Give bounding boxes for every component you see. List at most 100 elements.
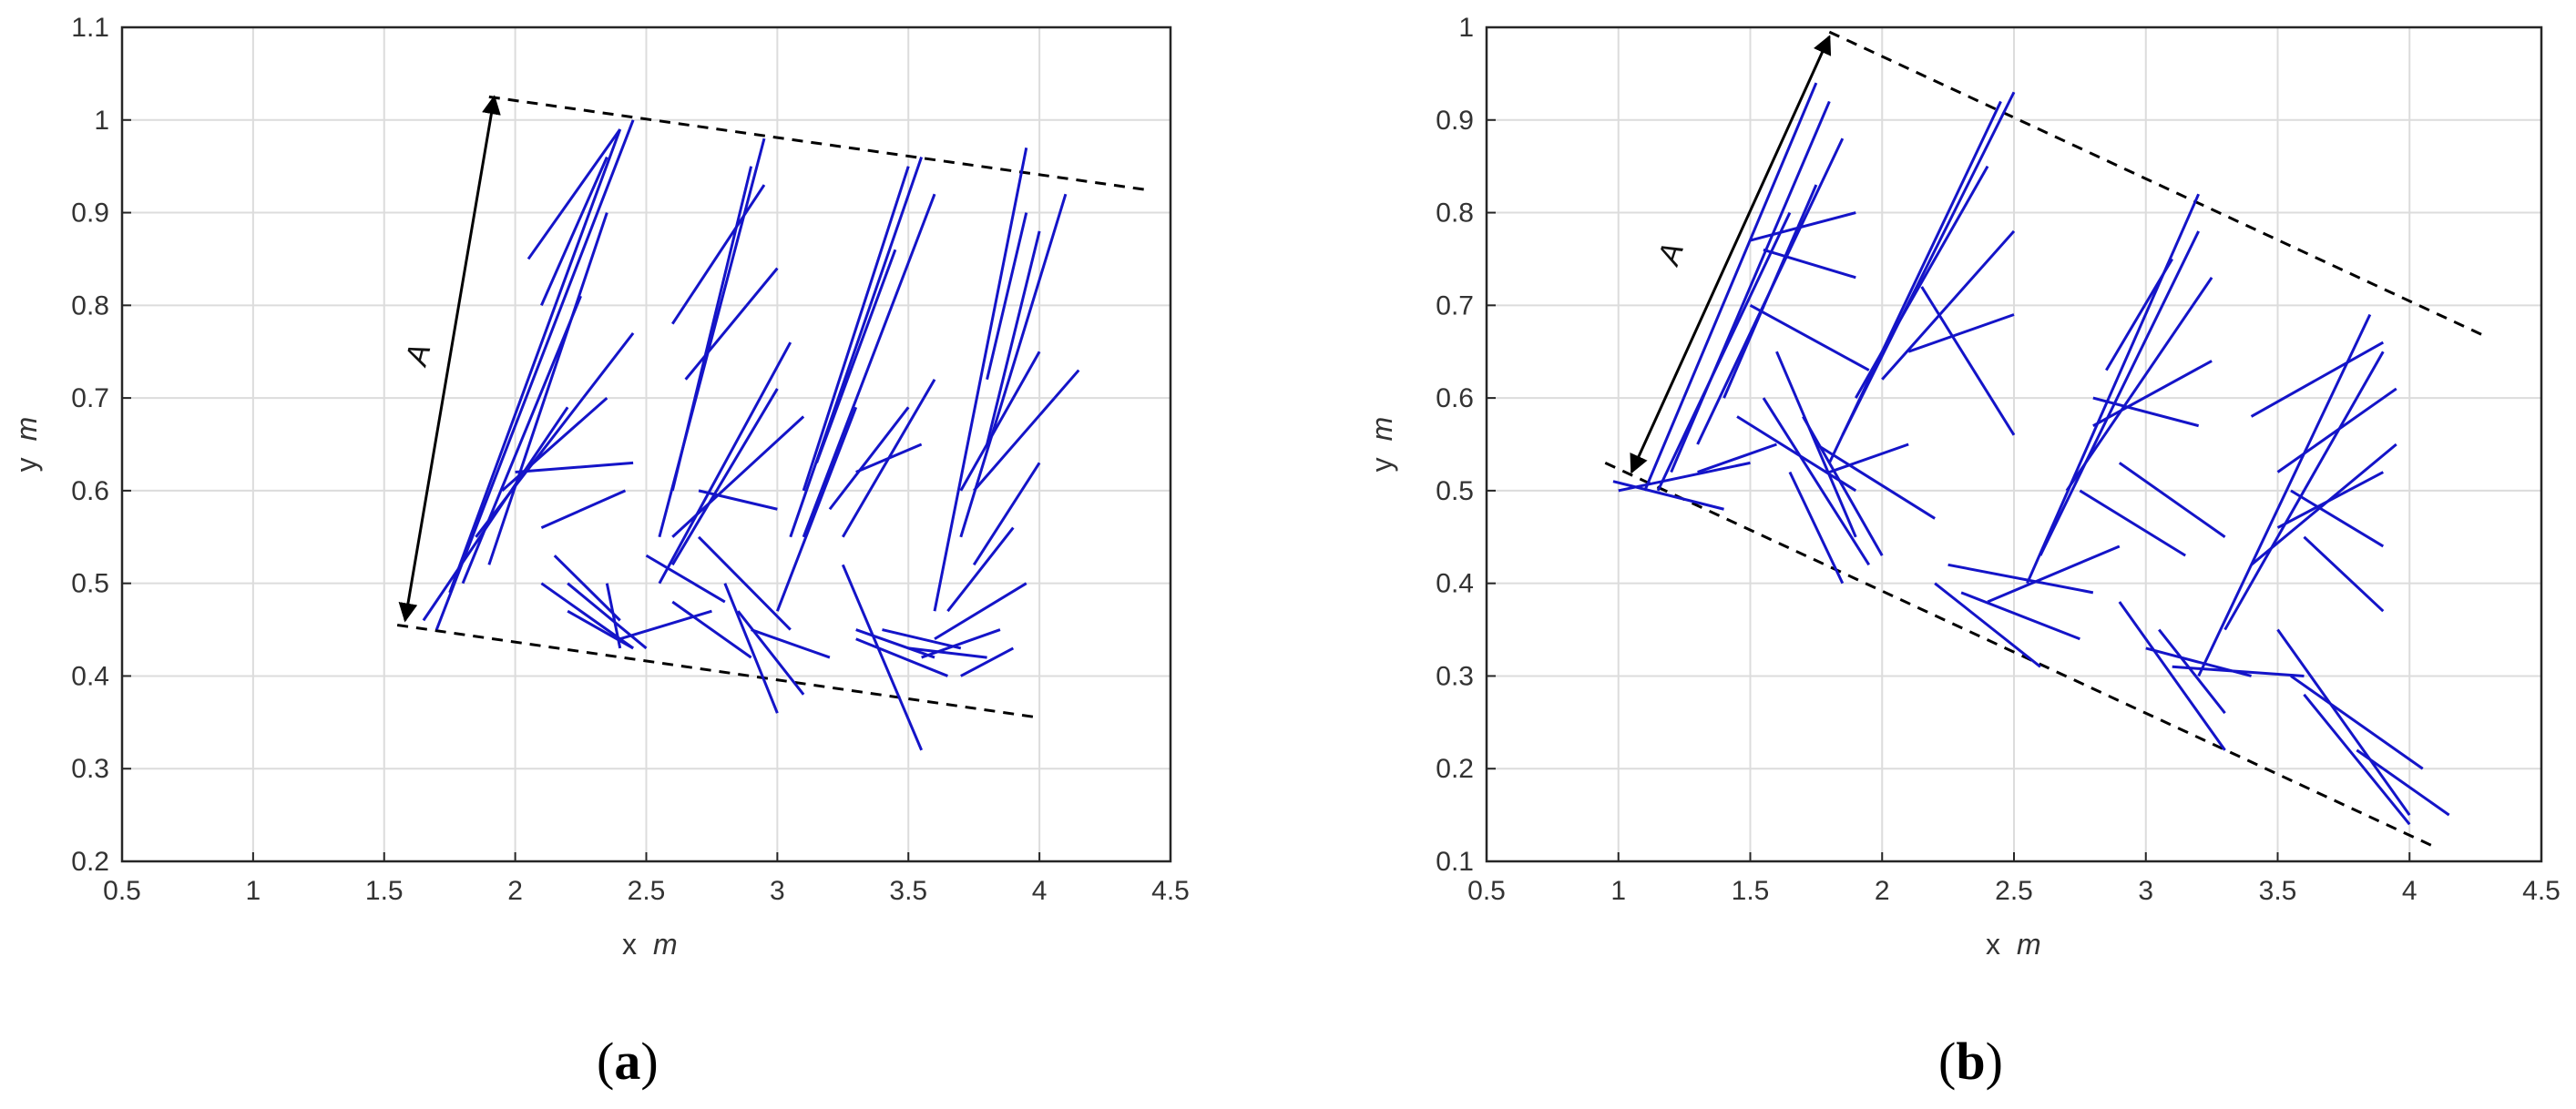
chart-a-data-segment <box>855 443 923 473</box>
chart-a-data-segment <box>671 184 766 325</box>
chart-a-data-segment <box>645 554 726 604</box>
chart-a-data-segment <box>540 489 627 529</box>
chart-b-y-ticks: 0.1 0.2 0.3 0.4 0.5 0.6 0.7 0.8 0.9 1 <box>1436 13 1496 877</box>
chart-b-x-tick-label: 3 <box>2138 876 2153 906</box>
chart-b-data-segment <box>1841 91 2016 436</box>
chart-a-data-segment <box>802 166 910 492</box>
chart-b-data-segment <box>1828 443 1909 473</box>
chart-b-data-segment <box>1947 563 2094 595</box>
chart-a-data-segment <box>934 582 1027 641</box>
chart-b-y-tick-label: 0.2 <box>1436 754 1474 784</box>
chart-a-data-segment <box>501 396 608 493</box>
chart-b-y-tick-label: 1 <box>1458 13 1474 43</box>
chart-b-data-segment <box>2276 628 2411 816</box>
chart-b-x-tick-label: 2.5 <box>1995 876 2033 906</box>
chart-a-annotation-label: A <box>399 341 438 371</box>
chart-a-boundary-line <box>396 623 1040 719</box>
chart-b-data-segment <box>2303 693 2411 826</box>
chart-a-data-segment <box>802 193 936 538</box>
chart-b-data-segment <box>2172 665 2305 677</box>
chart-a-data-segment <box>670 388 779 566</box>
chart-a-data-segment <box>960 646 1015 677</box>
chart-a-data-segment <box>855 637 948 677</box>
chart-a-x-tick-label: 2 <box>507 876 523 906</box>
chart-a-data-segment <box>933 148 1028 612</box>
chart-b-data-segment <box>1907 313 2015 353</box>
chart-a-data-segment <box>959 351 1041 492</box>
chart-b-boundary-line <box>1828 30 2489 340</box>
chart-a-data-segment <box>986 212 1028 381</box>
chart-a-y-tick-label: 0.3 <box>71 754 109 784</box>
chart-a-data-segment <box>567 582 648 650</box>
chart-b-data-segment <box>1920 286 2016 436</box>
chart-a-data-segment <box>908 646 987 659</box>
chart-a-segments <box>422 119 1080 751</box>
chart-b-y-tick-label: 0.1 <box>1436 847 1474 877</box>
chart-b-y-tick-label: 0.4 <box>1436 569 1474 599</box>
chart-b-data-segment <box>2065 276 2213 492</box>
chart-b-data-segment <box>2118 601 2226 751</box>
chart-a-data-segment <box>434 119 635 631</box>
chart-b: 0.5 1 1.5 2 2.5 3 3.5 4 4.5 0.10.20.30.40.50.60.… <box>1365 13 2561 1091</box>
chart-b-y-tick-label: 0.9 <box>1436 106 1474 136</box>
chart-b-data-segment <box>1749 304 1870 371</box>
chart-b-y-tick-label: 0.6 <box>1436 383 1474 413</box>
chart-a-y-tick-label: 1 <box>94 106 109 136</box>
chart-a-data-segment <box>815 249 897 463</box>
chart-b-data-segment <box>2158 628 2226 715</box>
chart-b-data-segment <box>1643 82 1818 492</box>
chart-a-data-segment <box>684 267 779 381</box>
chart-a-y-tick-label: 0.6 <box>71 476 109 506</box>
chart-b-data-segment <box>1697 443 1777 473</box>
chart-b-data-segment <box>2026 193 2201 585</box>
chart-a-x-tick-label: 4 <box>1032 876 1048 906</box>
chart-a-data-segment <box>422 406 569 622</box>
chart-a-y-axis-label: ym <box>10 417 43 473</box>
chart-b-data-segment <box>1987 544 2121 604</box>
chart-b-data-segment <box>2303 535 2385 613</box>
chart-a-data-segment <box>487 212 608 565</box>
chart-a: 0.5 1 1.5 2 2.5 3 3.5 4 4.5 0.20.30.40.50.60.70.… <box>10 13 1190 1091</box>
chart-b-x-tick-label: 0.5 <box>1467 876 1506 906</box>
chart-b-boundaries <box>1604 30 2489 850</box>
chart-b-x-ticks: 0.5 1 1.5 2 2.5 3 3.5 4 4.5 <box>1467 852 2561 906</box>
chart-a-data-segment <box>567 609 634 650</box>
chart-a-arrow <box>398 95 501 623</box>
chart-b-x-tick-label: 3.5 <box>2259 876 2297 906</box>
chart-b-data-segment <box>1762 397 1871 566</box>
chart-a-y-tick-label: 0.7 <box>71 383 109 413</box>
chart-b-data-segment <box>2197 313 2372 677</box>
chart-b-x-tick-label: 4 <box>2402 876 2418 906</box>
chart-a-data-segment <box>841 564 924 751</box>
chart-a-data-segment <box>553 554 621 622</box>
chart-a-data-segment <box>789 156 924 538</box>
chart-a-y-tick-label: 0.2 <box>71 847 109 877</box>
chart-a-dimension-arrow <box>398 95 501 623</box>
chart-b-y-tick-label: 0.3 <box>1436 661 1474 691</box>
chart-a-data-segment <box>973 369 1080 492</box>
chart-a-y-ticks: 0.2 0.3 0.4 0.5 0.6 0.7 0.8 0.9 1 1.1 <box>71 13 131 877</box>
chart-a-x-tick-label: 4.5 <box>1151 876 1190 906</box>
chart-b-data-segment <box>1854 165 1989 399</box>
chart-a-data-segment <box>986 230 1041 445</box>
chart-a-data-segment <box>619 609 712 641</box>
chart-a-x-tick-label: 1.5 <box>365 876 404 906</box>
chart-a-caption: (a) <box>597 1032 659 1091</box>
chart-a-x-tick-label: 2.5 <box>628 876 666 906</box>
chart-b-y-axis-label: ym <box>1365 417 1398 473</box>
chart-a-data-segment <box>723 583 779 714</box>
chart-b-y-tick-label: 0.5 <box>1436 476 1474 506</box>
chart-a-data-segment <box>671 415 805 538</box>
chart-a-data-segment <box>737 610 805 696</box>
chart-a-boundaries <box>396 95 1145 719</box>
chart-a-x-tick-label: 1 <box>246 876 261 906</box>
chart-b-x-tick-label: 2 <box>1875 876 1890 906</box>
chart-b-data-segment <box>1618 461 1751 493</box>
chart-a-data-segment <box>540 156 608 306</box>
chart-a-data-segment <box>751 628 831 659</box>
chart-a-data-segment <box>671 600 752 659</box>
chart-a-y-tick-label: 0.4 <box>71 661 109 691</box>
chart-b-y-tick-label: 0.7 <box>1436 290 1474 320</box>
